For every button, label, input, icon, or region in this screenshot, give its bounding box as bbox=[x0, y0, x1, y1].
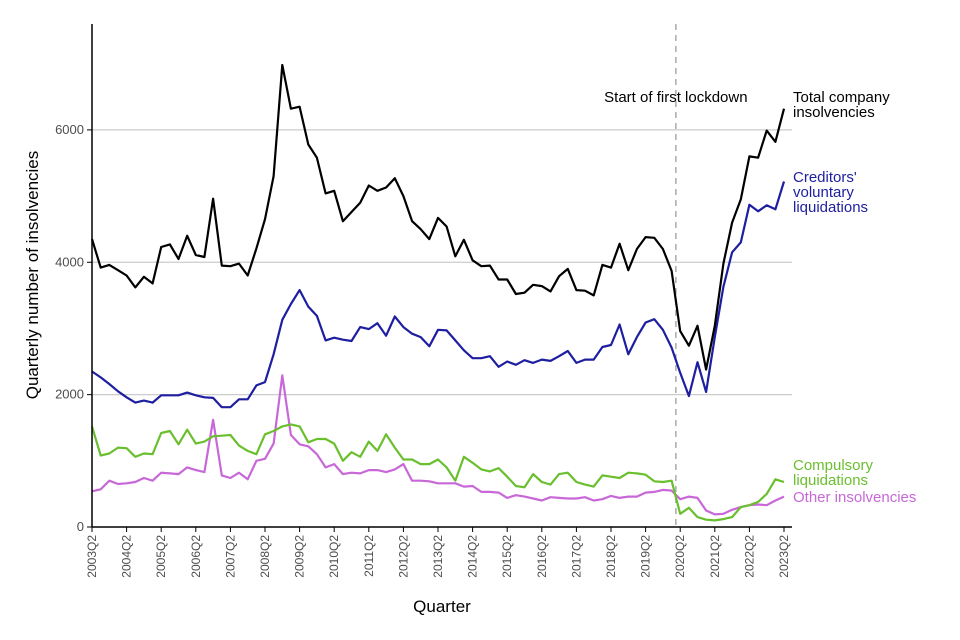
series-lines bbox=[90, 63, 786, 522]
x-tick-label: 2011Q2 bbox=[362, 535, 376, 577]
gridlines bbox=[92, 129, 792, 396]
axes bbox=[91, 24, 792, 528]
x-tick-label: 2003Q2 bbox=[85, 535, 99, 578]
x-tick-label: 2016Q2 bbox=[535, 535, 549, 578]
x-tick-label: 2006Q2 bbox=[189, 535, 203, 578]
y-tick-label: 0 bbox=[77, 519, 84, 534]
x-tick-label: 2013Q2 bbox=[431, 535, 445, 578]
x-tick-label: 2018Q2 bbox=[604, 535, 618, 578]
x-tick-label: 2004Q2 bbox=[120, 535, 134, 578]
x-tick-label: 2021Q2 bbox=[708, 535, 722, 578]
x-axis-title: Quarter bbox=[413, 597, 471, 616]
x-axis-ticks: 2003Q2 2004Q2 2005Q2 2006Q2 2007Q2 2008Q2 2009… bbox=[85, 527, 791, 578]
x-tick-label: 2012Q2 bbox=[396, 535, 410, 578]
series-line-creditors-voluntary-liquidations bbox=[91, 181, 786, 409]
series-line-other-insolvencies bbox=[91, 374, 785, 516]
y-tick-label: 6000 bbox=[55, 122, 84, 137]
x-tick-label: 2020Q2 bbox=[673, 535, 687, 578]
x-tick-label: 2023Q2 bbox=[777, 535, 791, 578]
x-tick-label: 2008Q2 bbox=[258, 535, 272, 578]
y-tick-label: 4000 bbox=[55, 254, 84, 269]
series-label: Compulsory liquidations bbox=[793, 457, 874, 489]
x-tick-label: 2007Q2 bbox=[223, 535, 237, 578]
series-label: Total company insolvencies bbox=[793, 89, 890, 121]
x-tick-label: 2010Q2 bbox=[327, 535, 341, 578]
x-tick-label: 2019Q2 bbox=[639, 535, 653, 578]
x-tick-label: 2022Q2 bbox=[742, 535, 756, 578]
series-label: Other insolvencies bbox=[793, 489, 916, 506]
series-line-total-company-insolvencies bbox=[90, 63, 786, 371]
series-labels: Total company insolvencies Creditors' volun… bbox=[793, 89, 916, 506]
lockdown-annotation: Start of first lockdown bbox=[604, 89, 747, 106]
x-tick-label: 2017Q2 bbox=[569, 535, 583, 578]
series-line-compulsory-liquidations bbox=[90, 423, 785, 522]
x-tick-label: 2014Q2 bbox=[466, 535, 480, 578]
x-tick-label: 2015Q2 bbox=[500, 535, 514, 578]
y-axis-ticks: 0 2000 4000 6000 bbox=[55, 122, 92, 534]
series-label: Creditors' voluntary liquidations bbox=[793, 169, 868, 216]
x-tick-label: 2009Q2 bbox=[293, 535, 307, 578]
x-tick-label: 2005Q2 bbox=[154, 535, 168, 578]
y-tick-label: 2000 bbox=[55, 387, 84, 402]
y-axis-title: Quarterly number of insolvencies bbox=[23, 151, 42, 400]
